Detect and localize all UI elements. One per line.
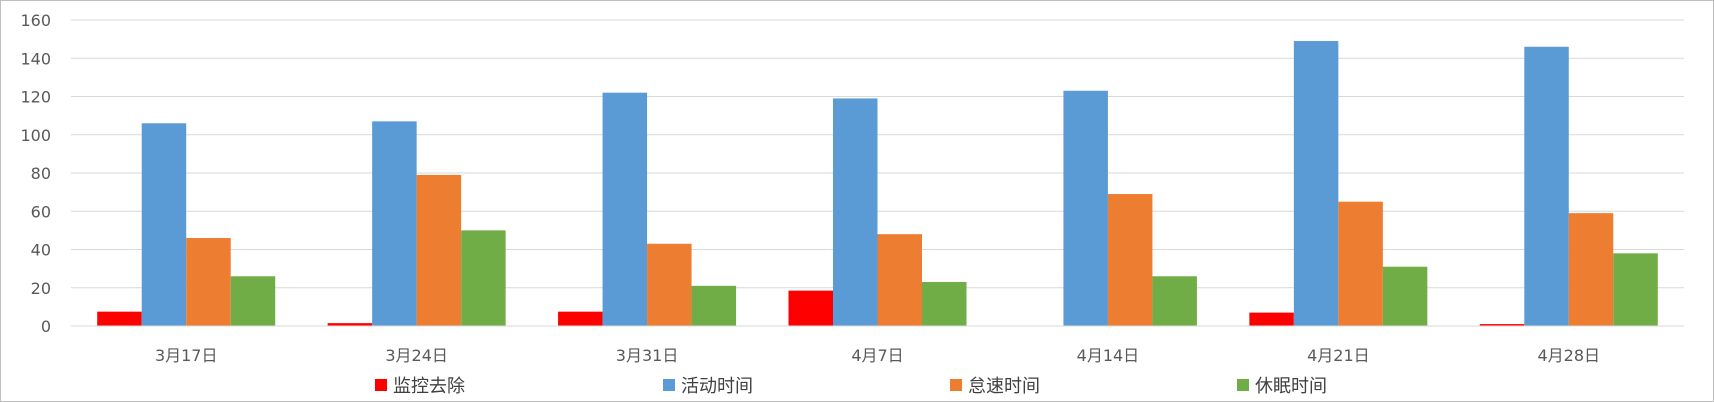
y-tick-label: 20 — [31, 279, 51, 298]
x-tick-label: 4月14日 — [1077, 346, 1140, 365]
legend-swatch — [950, 379, 962, 391]
bar — [788, 290, 833, 326]
x-tick-label: 3月17日 — [155, 346, 218, 365]
y-tick-label: 140 — [20, 49, 51, 68]
bar — [1479, 324, 1525, 326]
bar — [558, 311, 603, 326]
bar — [372, 121, 417, 326]
bar — [1613, 253, 1658, 326]
legend-label: 监控去除 — [393, 376, 465, 397]
legend-label: 活动时间 — [681, 376, 753, 397]
legend-label: 怠速时间 — [968, 376, 1040, 397]
y-axis-ticks: 0 20 40 60 80 100 120 140 160 — [20, 11, 51, 336]
bar — [1063, 90, 1108, 326]
bar — [97, 311, 142, 326]
bar — [1107, 194, 1153, 326]
bar — [922, 282, 967, 326]
bar — [1382, 266, 1428, 326]
bar — [877, 234, 922, 326]
y-tick-label: 160 — [20, 11, 51, 30]
legend: 监控去除 活动时间 怠速时间 休眠时间 — [375, 376, 1327, 397]
legend-swatch — [663, 379, 675, 391]
x-tick-label: 3月31日 — [616, 346, 679, 365]
bar — [327, 323, 373, 326]
bar — [691, 285, 737, 326]
x-tick-label: 4月21日 — [1307, 346, 1370, 365]
legend-swatch — [375, 379, 387, 391]
x-tick-label: 3月24日 — [385, 346, 448, 365]
bars — [97, 41, 1658, 327]
bar — [602, 92, 648, 326]
bar — [833, 98, 878, 326]
x-tick-label: 4月7日 — [851, 346, 903, 365]
bar — [416, 174, 462, 326]
y-tick-label: 80 — [31, 164, 51, 183]
x-axis-ticks: 3月17日 3月24日 3月31日 4月7日 4月14日 4月21日 4月28日 — [155, 346, 1600, 365]
y-tick-label: 0 — [41, 317, 51, 336]
bar — [1338, 201, 1383, 326]
bar — [230, 276, 276, 326]
legend-swatch — [1237, 379, 1249, 391]
bar — [1293, 41, 1339, 326]
bar — [461, 230, 506, 326]
bar — [1568, 213, 1614, 326]
bar — [186, 238, 231, 326]
y-tick-label: 100 — [20, 126, 51, 145]
y-tick-label: 60 — [31, 202, 51, 221]
legend-label: 休眠时间 — [1255, 376, 1327, 397]
y-tick-label: 40 — [31, 241, 51, 260]
x-tick-label: 4月28日 — [1538, 346, 1601, 365]
y-tick-label: 120 — [20, 88, 51, 107]
bar — [647, 243, 692, 326]
bar — [1249, 312, 1294, 326]
bar — [1524, 46, 1569, 327]
bar — [1152, 276, 1197, 326]
bar — [141, 123, 187, 327]
